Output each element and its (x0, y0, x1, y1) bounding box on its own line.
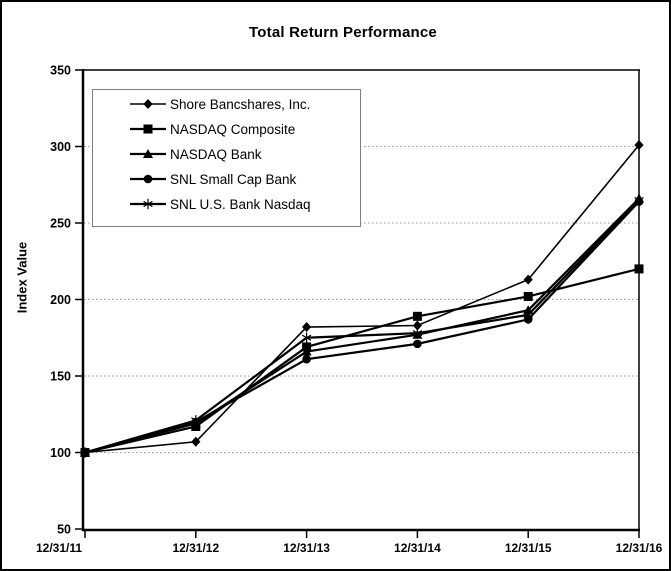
marker-square-12-31-14 (412, 311, 422, 321)
marker-star-12-31-14 (412, 327, 423, 339)
marker-star-12-31-12 (191, 415, 201, 426)
marker-square-12-31-15 (523, 291, 533, 301)
legend-diamond-icon (143, 99, 153, 109)
marker-circle-12-31-13 (302, 354, 311, 364)
x-tick-label-12-31-15: 12/31/15 (505, 541, 552, 555)
marker-star-12-31-13 (301, 332, 312, 343)
y-tick-label-100: 100 (50, 446, 71, 460)
legend-label-nasdaq-bank: NASDAQ Bank (170, 147, 262, 162)
y-tick-label-50: 50 (57, 523, 71, 537)
x-tick-label-12-31-11: 12/31/11 (36, 541, 82, 555)
series-line-snl-u-s-bank-nasdaq (84, 199, 640, 454)
chart-title: Total Return Performance (249, 24, 437, 41)
marker-diamond-12-31-12 (191, 436, 201, 447)
y-tick-label-300: 300 (50, 140, 71, 154)
series-line-nasdaq-bank (84, 197, 640, 454)
legend-label-nasdaq-composite: NASDAQ Composite (170, 122, 295, 137)
marker-circle-12-31-14 (413, 339, 422, 349)
legend-label-snl-u-s-bank-nasdaq: SNL U.S. Bank Nasdaq (170, 197, 311, 212)
legend-triangle-icon (143, 149, 153, 158)
x-tick-label-12-31-14: 12/31/14 (394, 541, 441, 555)
marker-diamond-12-31-14 (412, 320, 422, 331)
series-line-shore-bancshares-inc (84, 144, 640, 454)
marker-star-12-31-16 (634, 194, 644, 206)
x-tick-label-12-31-12: 12/31/12 (172, 541, 219, 555)
x-tick-label-12-31-16: 12/31/16 (616, 541, 663, 555)
y-tick-label-250: 250 (50, 217, 71, 231)
y-tick-label-200: 200 (50, 293, 71, 307)
marker-diamond-12-31-15 (523, 274, 533, 285)
series-line-nasdaq-composite (84, 267, 640, 454)
legend-star-icon (143, 198, 153, 210)
marker-star-12-31-11 (80, 447, 90, 458)
marker-diamond-12-31-13 (302, 322, 312, 333)
legend-circle-icon (143, 174, 153, 184)
series-line-snl-small-cap-bank (84, 200, 640, 454)
marker-square-12-31-16 (634, 264, 644, 274)
y-tick-label-150: 150 (50, 370, 71, 384)
y-tick-label-350: 350 (50, 64, 71, 78)
legend-square-icon (143, 124, 153, 134)
marker-star-12-31-15 (523, 309, 533, 320)
legend-label-snl-small-cap-bank: SNL Small Cap Bank (170, 172, 297, 187)
x-tick-label-12-31-13: 12/31/13 (283, 541, 330, 555)
marker-triangle-12-31-13 (301, 346, 312, 356)
legend-label-shore-bancshares-inc: Shore Bancshares, Inc. (170, 97, 310, 112)
marker-diamond-12-31-16 (634, 139, 644, 150)
